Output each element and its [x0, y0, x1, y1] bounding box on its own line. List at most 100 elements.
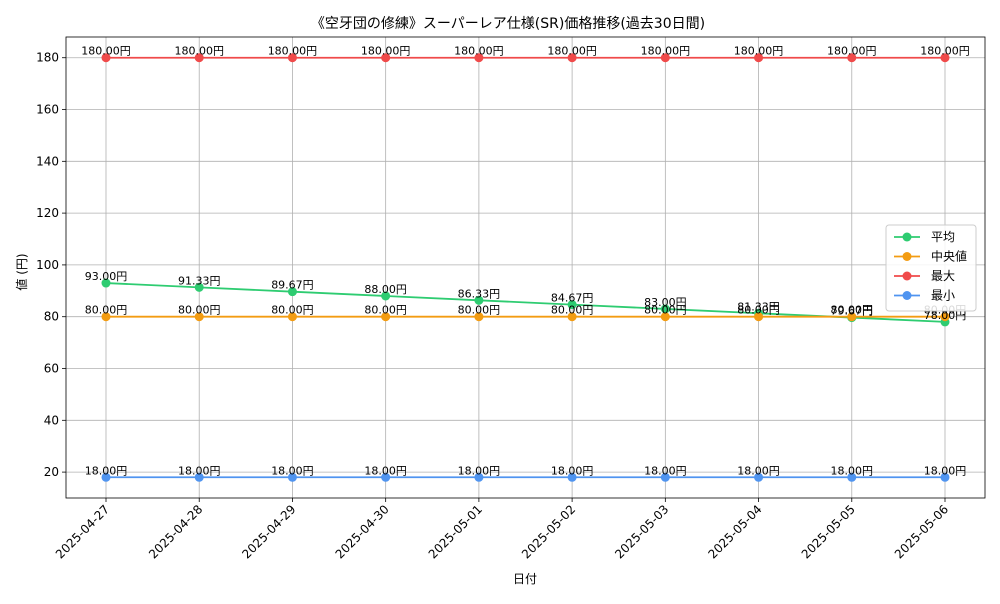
y-tick-label: 180: [36, 51, 59, 65]
data-point: [754, 472, 764, 482]
data-label: 18.00円: [178, 464, 221, 477]
data-label: 180.00円: [547, 45, 597, 58]
data-point: [847, 472, 857, 482]
data-label: 18.00円: [737, 464, 780, 477]
data-label: 83.00円: [644, 296, 687, 309]
y-tick-label: 100: [36, 258, 59, 272]
data-point: [567, 472, 577, 482]
legend-swatch-marker: [902, 271, 912, 281]
data-label: 88.00円: [364, 283, 407, 296]
data-point: [381, 472, 391, 482]
data-point: [754, 53, 764, 63]
data-point: [194, 282, 204, 292]
legend-box: [885, 224, 977, 312]
data-point: [940, 53, 950, 63]
data-label: 80.00円: [737, 304, 780, 317]
data-label: 80.00円: [178, 304, 221, 317]
data-point: [847, 312, 857, 322]
legend-swatch-marker: [902, 291, 912, 300]
y-axis-title: 値 (円): [14, 253, 29, 290]
data-point: [194, 312, 204, 322]
data-point: [287, 53, 297, 63]
data-point: [660, 472, 670, 482]
data-label: 180.00円: [174, 45, 224, 58]
data-label: 18.00円: [551, 464, 594, 477]
legend-label: 最大: [931, 269, 955, 283]
data-labels: 93.00円 91.33円 89.67円 88.00円 86.33円 84.67円 83.0…: [81, 45, 970, 478]
data-point: [660, 53, 670, 63]
data-point: [381, 291, 391, 301]
y-tick-label: 60: [44, 362, 59, 376]
data-point: [287, 312, 297, 322]
y-tick-label: 140: [36, 154, 59, 168]
data-label: 18.00円: [458, 464, 501, 477]
data-label: 80.00円: [458, 304, 501, 317]
data-point: [660, 312, 670, 322]
data-point: [474, 295, 484, 305]
series-line: [105, 282, 946, 323]
data-label: 180.00円: [454, 45, 504, 58]
data-label: 80.00円: [85, 304, 128, 317]
data-point: [474, 472, 484, 482]
data-point: [287, 287, 297, 297]
data-point: [474, 312, 484, 322]
series-lines: [101, 53, 950, 482]
data-label: 18.00円: [85, 464, 128, 477]
data-label: 18.00円: [831, 464, 874, 477]
data-point: [754, 312, 764, 322]
data-label: 180.00円: [827, 45, 877, 58]
data-label: 80.00円: [644, 304, 687, 317]
data-point: [660, 304, 670, 314]
data-label: 180.00円: [268, 45, 318, 58]
data-label: 84.67円: [551, 292, 594, 305]
data-label: 180.00円: [641, 45, 691, 58]
data-point: [101, 472, 111, 482]
data-point: [287, 472, 297, 482]
data-label: 18.00円: [364, 464, 407, 477]
data-label: 18.00円: [271, 464, 314, 477]
legend-label: 平均: [931, 230, 955, 244]
data-point: [101, 312, 111, 322]
y-tick-label: 160: [36, 103, 59, 117]
data-point: [847, 53, 857, 63]
legend-swatch-marker: [902, 252, 912, 261]
data-point: [940, 312, 950, 322]
data-label: 80.00円: [271, 304, 314, 317]
data-label: 180.00円: [734, 45, 784, 58]
chart-title: 《空牙団の修練》スーパーレア仕様(SR)価格推移(過去30日間): [311, 16, 705, 32]
data-point: [567, 300, 577, 310]
legend-label: 最小: [931, 289, 955, 303]
data-label: 80.00円: [551, 304, 594, 317]
y-tick-label: 120: [36, 206, 59, 220]
data-label: 91.33円: [178, 274, 221, 287]
data-label: 18.00円: [924, 464, 967, 477]
data-label: 80.00円: [831, 304, 874, 317]
data-label: 78.00円: [924, 309, 967, 322]
data-point: [381, 312, 391, 322]
data-label: 180.00円: [81, 45, 131, 58]
legend-label: 中央値: [931, 249, 967, 264]
data-label: 89.67円: [271, 279, 314, 292]
data-point: [101, 278, 111, 288]
data-point: [567, 53, 577, 63]
x-axis-title: 日付: [513, 572, 537, 586]
data-point: [194, 472, 204, 482]
data-point: [194, 53, 204, 63]
data-point: [940, 472, 950, 482]
data-label: 86.33円: [458, 287, 501, 300]
legend-swatch-marker: [902, 232, 912, 242]
data-point: [474, 53, 484, 63]
data-label: 180.00円: [361, 45, 411, 58]
data-label: 18.00円: [644, 464, 687, 477]
plot-frame: [65, 36, 986, 499]
data-point: [381, 53, 391, 63]
data-label: 79.67円: [831, 305, 874, 318]
y-tick-label: 20: [44, 465, 59, 479]
data-label: 80.00円: [364, 304, 407, 317]
data-label: 81.33円: [737, 300, 780, 313]
data-label: 93.00円: [85, 270, 128, 283]
